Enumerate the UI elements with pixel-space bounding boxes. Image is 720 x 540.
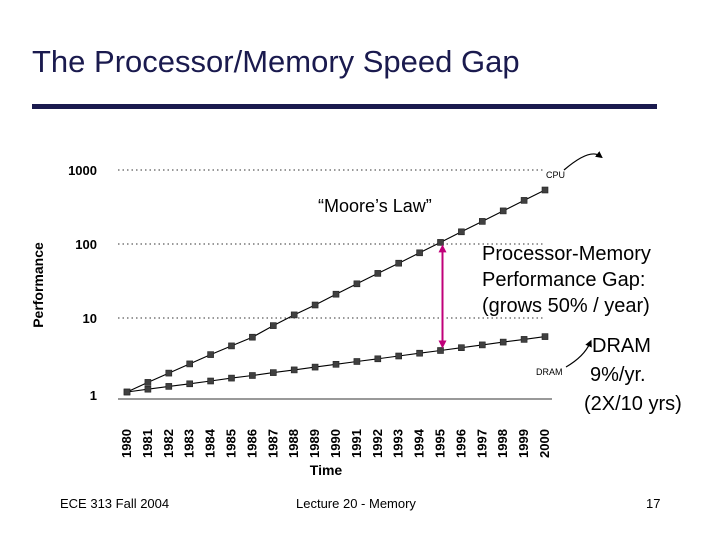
x-tick-label-1991: 1991: [349, 429, 364, 458]
x-tick-label-1980: 1980: [119, 429, 134, 458]
title-divider: [32, 104, 657, 109]
cpu-point-1996: [458, 228, 465, 236]
gap-annotation-line-3: (grows 50% / year): [482, 295, 650, 317]
x-tick-label-1981: 1981: [140, 429, 155, 458]
cpu-point-1986: [249, 333, 256, 341]
dram-point-1986: [249, 372, 256, 379]
x-tick-label-1987: 1987: [265, 429, 280, 458]
x-tick-label-1993: 1993: [391, 429, 406, 458]
dram-point-1997: [478, 341, 486, 349]
dram-point-1995: [437, 347, 444, 354]
x-tick-label-2000: 2000: [537, 429, 552, 458]
dram-point-1985: [228, 374, 235, 382]
dram-point-1984: [207, 377, 214, 385]
x-tick-label-1988: 1988: [286, 429, 301, 458]
cpu-point-1981: [144, 379, 152, 386]
dram-point-1988: [290, 366, 298, 374]
cpu-series-label: CPU: [546, 170, 565, 180]
cpu-point-1993: [395, 259, 403, 267]
x-tick-label-1990: 1990: [328, 429, 343, 458]
y-tick-label-100: 100: [75, 237, 97, 252]
cpu-point-1987: [269, 322, 277, 329]
x-tick-label-1999: 1999: [516, 429, 531, 458]
dram-point-1980: [123, 388, 131, 396]
cpu-point-1999: [520, 197, 528, 204]
y-tick-label-1: 1: [90, 388, 97, 403]
cpu-point-2000: [541, 186, 549, 194]
y-axis-title: Performance: [30, 242, 46, 328]
dram-point-1987: [269, 369, 277, 376]
x-tick-label-1985: 1985: [224, 429, 239, 458]
dram-point-1989: [311, 363, 319, 371]
x-tick-label-1994: 1994: [412, 428, 427, 458]
dram-annotation-line-2: 9%/yr.: [590, 364, 646, 386]
x-axis-title: Time: [310, 462, 343, 478]
cpu-point-1998: [499, 207, 507, 215]
cpu-curve-arrow-icon: [563, 151, 603, 171]
footer-course: ECE 313 Fall 2004: [60, 496, 170, 511]
cpu-point-1992: [374, 270, 382, 277]
dram-point-1994: [416, 349, 423, 357]
cpu-point-1995: [437, 239, 444, 246]
cpu-point-1990: [332, 290, 340, 298]
dram-point-1983: [186, 380, 193, 388]
dram-point-1982: [165, 383, 173, 390]
cpu-point-1989: [311, 301, 319, 309]
gap-annotation-line-2: Performance Gap:: [482, 269, 645, 291]
dram-point-1998: [499, 338, 507, 346]
x-tick-label-1998: 1998: [495, 429, 510, 458]
dram-curve-arrow-icon: [565, 339, 592, 368]
x-tick-label-1996: 1996: [453, 429, 468, 458]
x-tick-label-1997: 1997: [474, 429, 489, 458]
gap-annotation-line-1: Processor-Memory: [482, 243, 651, 265]
dram-point-1992: [374, 355, 382, 363]
cpu-point-1988: [290, 311, 298, 319]
footer-lecture: Lecture 20 - Memory: [296, 496, 416, 511]
y-tick-label-1000: 1000: [68, 163, 97, 178]
dram-point-1999: [520, 336, 528, 343]
x-tick-label-1982: 1982: [161, 429, 176, 458]
cpu-point-1991: [353, 280, 361, 288]
dram-point-1993: [395, 352, 403, 360]
dram-annotation-line-3: (2X/10 yrs): [584, 393, 682, 415]
dram-point-1996: [458, 344, 465, 352]
cpu-point-1997: [478, 218, 486, 225]
dram-point-2000: [541, 333, 549, 340]
dram-point-1990: [332, 360, 340, 368]
cpu-point-1983: [186, 360, 193, 368]
cpu-point-1984: [207, 351, 214, 358]
dram-series-label: DRAM: [536, 367, 563, 377]
x-tick-label-1992: 1992: [370, 429, 385, 458]
x-tick-label-1995: 1995: [433, 429, 448, 458]
dram-point-1991: [353, 358, 361, 365]
cpu-point-1985: [228, 342, 235, 350]
dram-annotation-line-1: DRAM: [592, 335, 651, 357]
dram-point-1981: [144, 385, 152, 393]
x-tick-label-1984: 1984: [203, 428, 218, 458]
x-tick-label-1989: 1989: [307, 429, 322, 458]
y-tick-label-10: 10: [83, 311, 97, 326]
cpu-point-1982: [165, 369, 173, 377]
slide-number: 17: [646, 496, 661, 511]
slide-title: The Processor/Memory Speed Gap: [32, 44, 520, 79]
x-tick-label-1986: 1986: [244, 429, 259, 458]
x-tick-label-1983: 1983: [182, 429, 197, 458]
cpu-point-1994: [416, 249, 423, 257]
moores-law-label: “Moore’s Law”: [318, 196, 432, 216]
